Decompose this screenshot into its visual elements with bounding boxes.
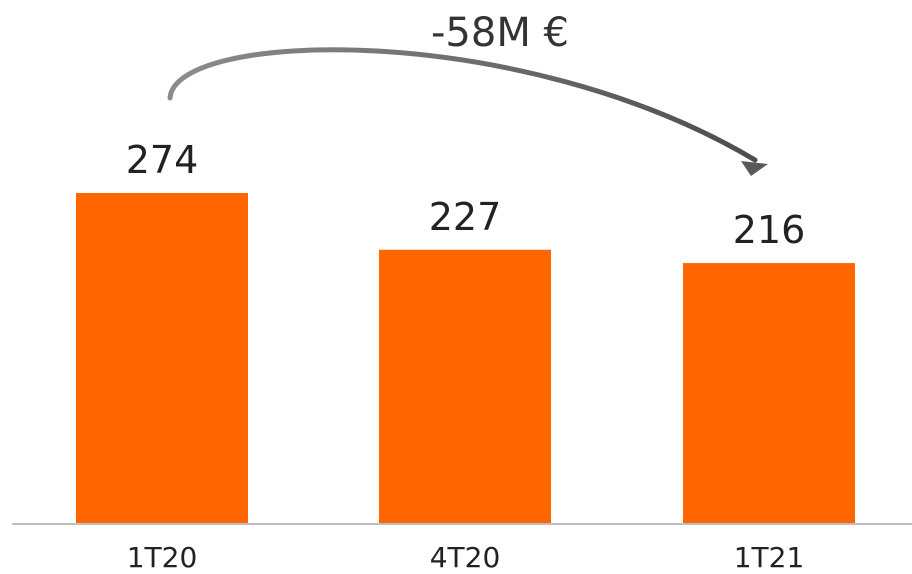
change-annotation: -58M €	[431, 10, 569, 56]
bar-4T20	[379, 249, 551, 524]
change-arrow	[167, 47, 758, 163]
bar-value-label-1T21: 216	[733, 208, 806, 252]
x-tick-label-1T21: 1T21	[734, 541, 805, 574]
bars-layer	[76, 193, 855, 524]
change-arrow-head	[741, 161, 768, 176]
bar-1T21	[683, 263, 855, 524]
x-tick-label-1T20: 1T20	[127, 541, 198, 574]
bar-value-label-4T20: 227	[429, 195, 502, 239]
x-tick-label-4T20: 4T20	[430, 541, 501, 574]
bar-1T20	[76, 193, 248, 524]
labels-layer: 274 1T20 227 4T20 216 1T21	[126, 138, 806, 574]
bar-value-label-1T20: 274	[126, 138, 199, 182]
